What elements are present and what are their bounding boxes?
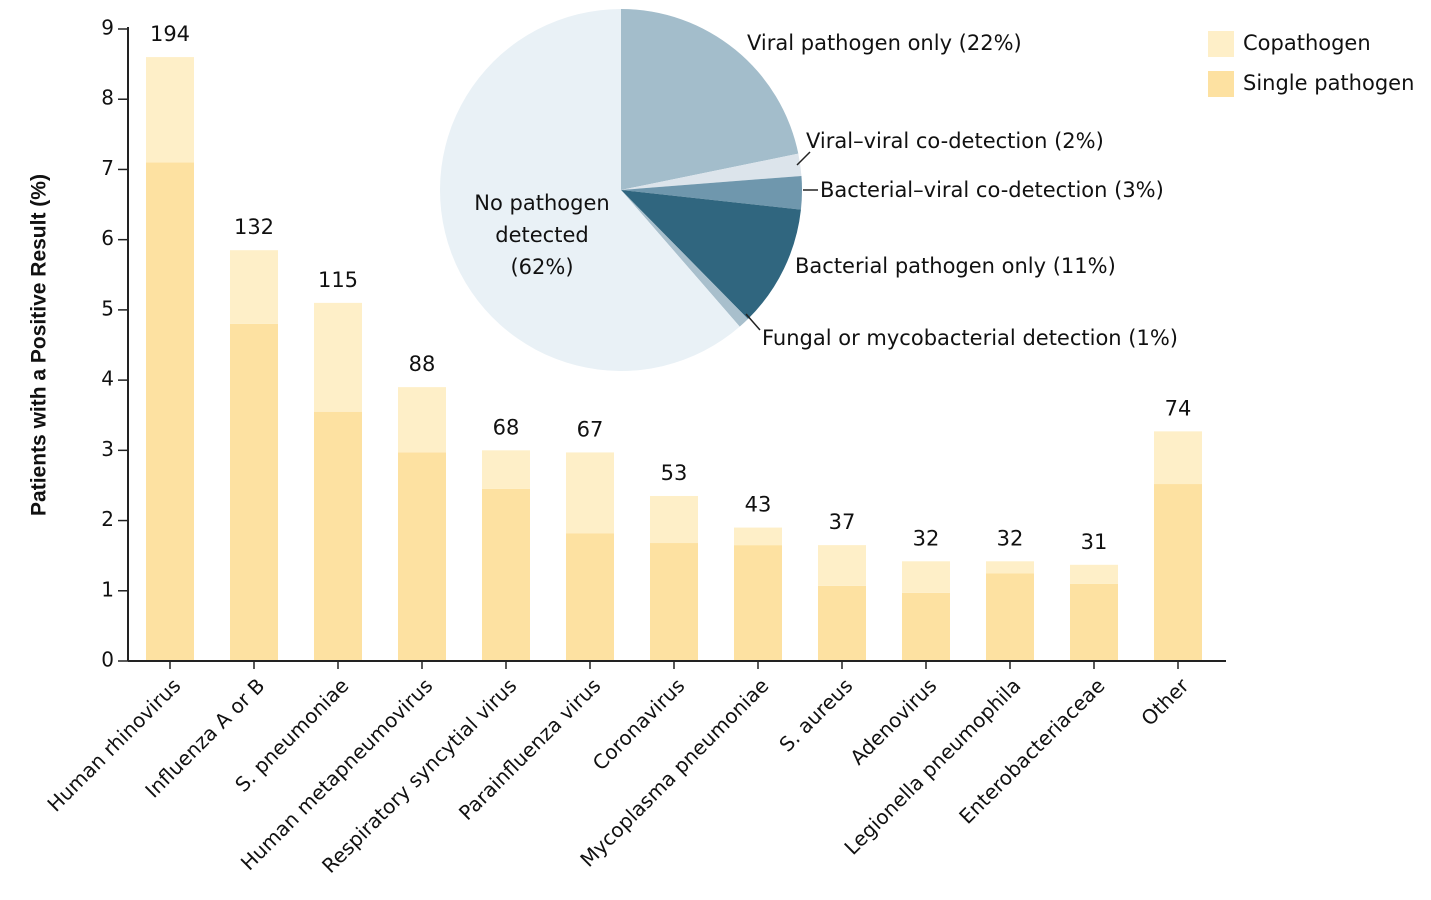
count-label: 43 [745,493,772,517]
x-tick-label: Enterobacteriaceae [954,673,1109,828]
pie-label: Bacterial–viral co-detection (3%) [820,178,1164,202]
count-label: 132 [234,215,274,239]
count-label: 31 [1081,530,1108,554]
x-tick-label: Legionella pneumophila [839,673,1025,859]
bar-segment [986,561,1034,574]
legend-swatch [1208,31,1234,57]
bar-segment [146,162,194,661]
pie-slice [621,9,799,190]
y-tick-label: 5 [101,296,114,320]
count-label: 68 [493,415,520,439]
y-tick-label: 6 [101,226,114,250]
count-label: 67 [577,417,604,441]
bar-segment [734,527,782,546]
pie-slice [621,190,801,319]
y-tick-label: 7 [101,156,114,180]
y-tick-label: 9 [101,16,114,40]
pie-label: Fungal or mycobacterial detection (1%) [762,326,1178,350]
pie-slice [621,190,748,327]
count-label: 32 [913,526,940,550]
pie-slice [621,175,802,210]
x-tick-label: S. aureus [774,673,857,756]
count-label: 115 [318,268,358,292]
y-tick-label: 4 [101,367,114,391]
pie-label-line: detected [495,223,588,247]
bar-segment [818,585,866,661]
bar-segment [566,533,614,661]
count-label: 53 [661,461,688,485]
bar-segment [986,573,1034,661]
count-label: 88 [409,352,436,376]
bar-segment [1070,583,1118,661]
bar-segment [230,323,278,661]
bar-segment [902,561,950,593]
legend-label: Copathogen [1243,31,1371,55]
pie-label: Viral pathogen only (22%) [747,31,1022,55]
bar-segment [1154,484,1202,661]
pie-label: Bacterial pathogen only (11%) [795,254,1116,278]
bar-segment [482,450,530,489]
leader-line [745,313,761,331]
bar-segment [230,250,278,324]
legend-swatch [1208,71,1234,97]
count-label: 74 [1165,396,1192,420]
y-tick-label: 2 [101,507,114,531]
bar-segment [146,57,194,163]
pie-label: No pathogen detected (62%) [474,191,609,279]
bar-segment [482,488,530,661]
pie-label-line: (62%) [510,255,573,279]
x-tick-label: Other [1136,673,1194,731]
pie-label: Viral–viral co-detection (2%) [806,129,1104,153]
bar-segment [398,452,446,661]
bar-segment [902,592,950,661]
bar-segment [650,543,698,661]
count-label: 32 [997,526,1024,550]
bar-segment [650,495,698,544]
legend-label: Single pathogen [1243,71,1414,95]
pie-slice [621,153,802,190]
bar-segment [566,452,614,534]
y-tick-label: 3 [101,437,114,461]
bar-segment [314,302,362,412]
x-tick-label: Parainfluenza virus [454,673,605,824]
bar-segment [818,545,866,586]
y-tick-label: 1 [101,577,114,601]
pie-slice [440,9,740,371]
y-tick-label: 8 [101,86,114,110]
count-label: 37 [829,510,856,534]
leader-line [796,151,811,166]
bar-segment [734,545,782,661]
bar-segment [1154,431,1202,485]
y-tick-label: 0 [101,648,114,672]
bar-segment [314,411,362,661]
bar-segment [398,387,446,453]
y-axis-label: Patients with a Positive Result (%) [28,174,51,516]
bar-segment [1070,564,1118,584]
pie-label-line: No pathogen [474,191,609,215]
count-label: 194 [150,22,190,46]
